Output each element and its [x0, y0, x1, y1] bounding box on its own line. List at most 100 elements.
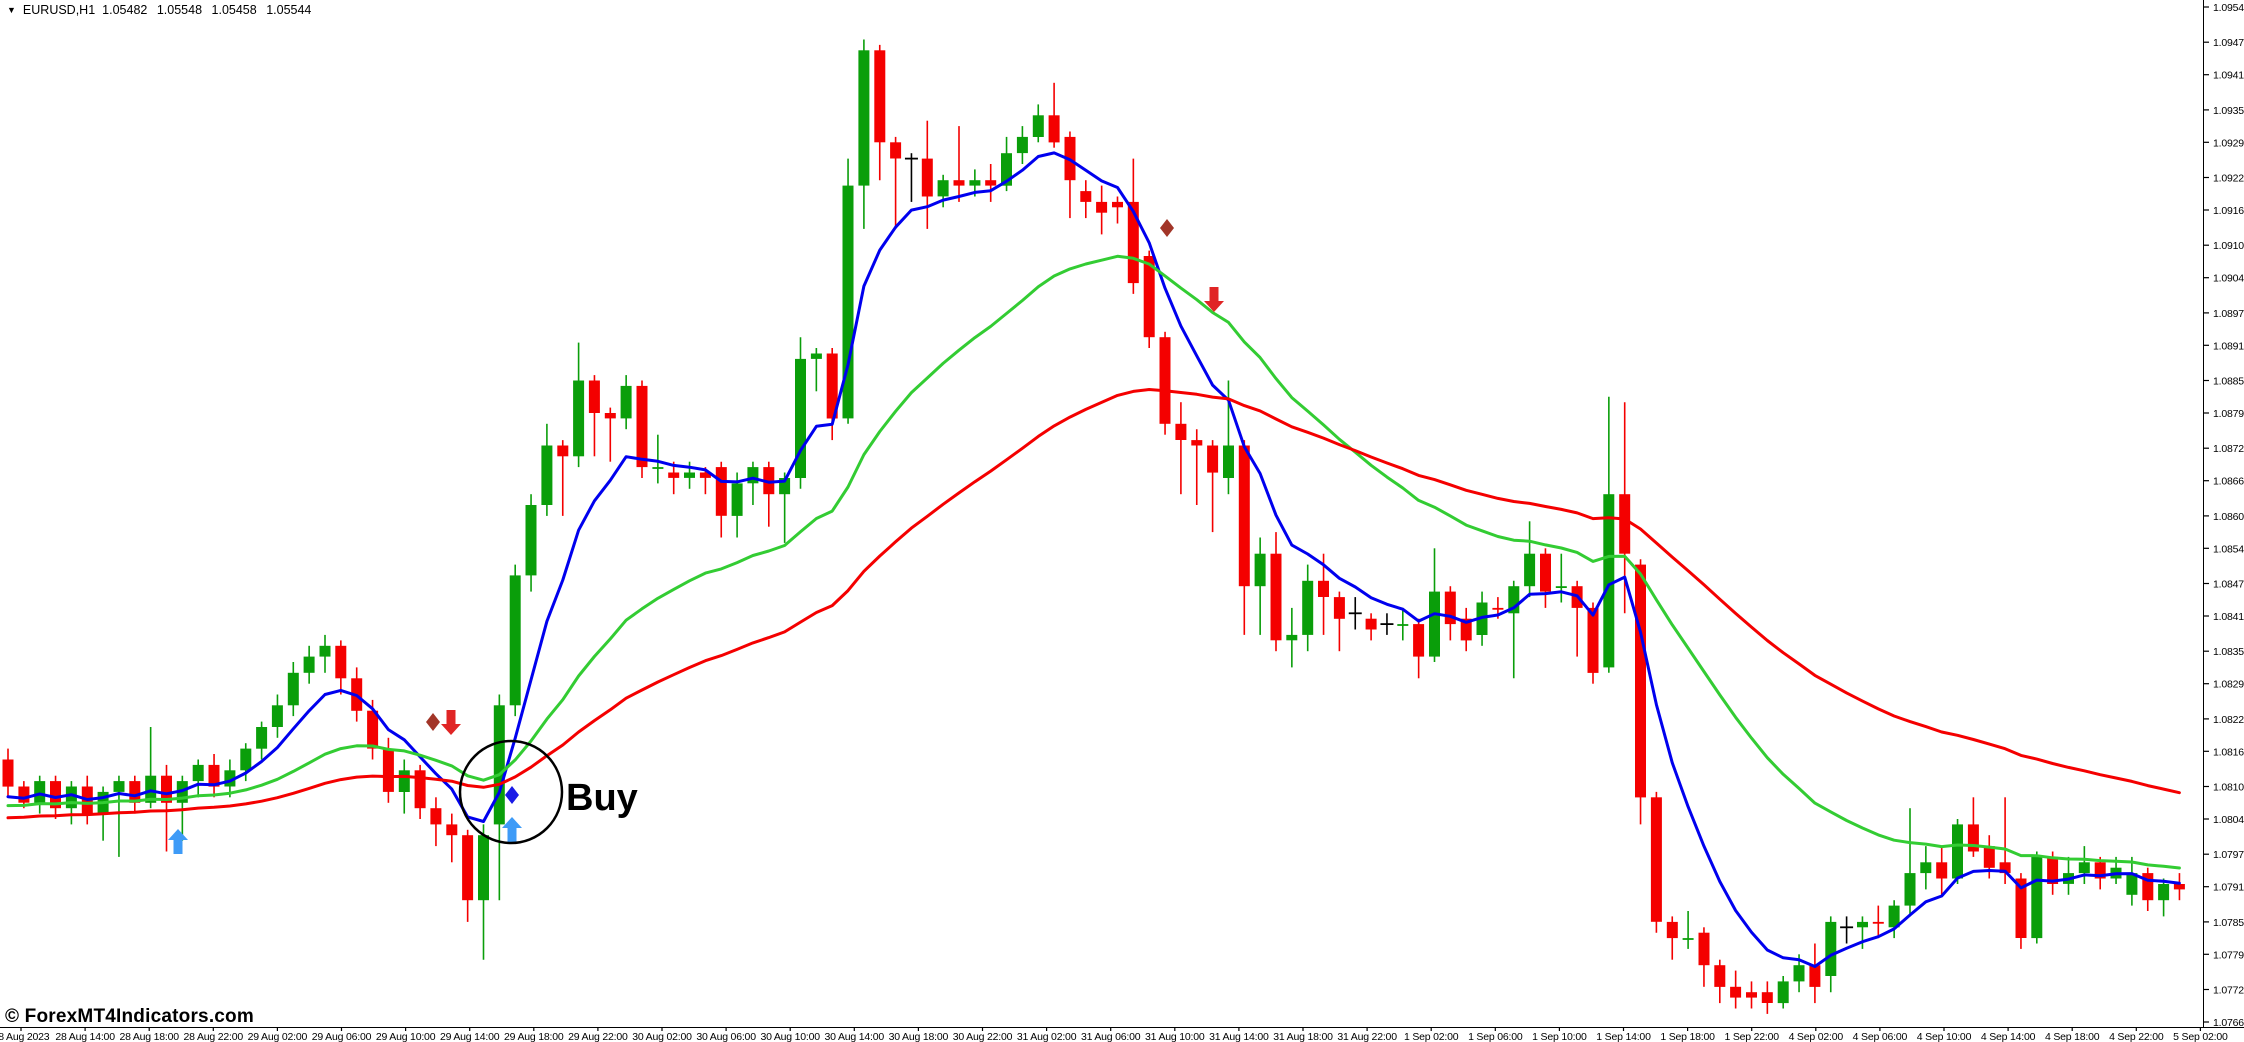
price-axis-label[interactable]: 1.07665: [2213, 1017, 2244, 1029]
candle-body: [335, 645, 347, 679]
candle-body: [1524, 553, 1536, 587]
candle-body: [826, 353, 838, 419]
candle-body: [1096, 201, 1108, 213]
quote-close: 1.05544: [266, 3, 312, 17]
time-axis-label[interactable]: 30 Aug 02:00: [632, 1031, 692, 1042]
symbol-dropdown-icon[interactable]: ▼: [7, 5, 16, 15]
time-axis-label[interactable]: 30 Aug 06:00: [696, 1031, 756, 1042]
quote-open: 1.05482: [102, 3, 148, 17]
candle-body: [1286, 634, 1298, 641]
time-axis-label[interactable]: 31 Aug 18:00: [1273, 1031, 1333, 1042]
price-axis-label[interactable]: 1.08975: [2213, 308, 2244, 320]
price-axis-label[interactable]: 1.08540: [2213, 543, 2244, 555]
candle-body: [1920, 862, 1932, 874]
candle-body: [1904, 873, 1916, 906]
candle-body: [1714, 965, 1726, 987]
time-axis-label[interactable]: 29 Aug 10:00: [376, 1031, 436, 1042]
candle-body: [1777, 981, 1789, 1004]
candle-body: [446, 824, 458, 836]
time-axis-label[interactable]: 29 Aug 14:00: [440, 1031, 500, 1042]
price-axis-label[interactable]: 1.09040: [2213, 273, 2244, 285]
time-axis-label[interactable]: 31 Aug 02:00: [1017, 1031, 1077, 1042]
time-axis-label[interactable]: 28 Aug 2023: [0, 1031, 50, 1042]
candle-body: [874, 50, 886, 143]
price-axis-label[interactable]: 1.08225: [2213, 714, 2244, 726]
price-axis-label[interactable]: 1.08850: [2213, 376, 2244, 388]
time-axis-label[interactable]: 30 Aug 10:00: [760, 1031, 820, 1042]
candle-body: [779, 478, 791, 495]
time-axis-label[interactable]: 31 Aug 22:00: [1337, 1031, 1397, 1042]
price-axis-label[interactable]: 1.09350: [2213, 105, 2244, 117]
price-axis-label[interactable]: 1.08790: [2213, 408, 2244, 420]
candle-body: [2094, 862, 2106, 879]
price-axis-label[interactable]: 1.08600: [2213, 511, 2244, 523]
time-axis-label[interactable]: 31 Aug 14:00: [1209, 1031, 1269, 1042]
time-axis-label[interactable]: 29 Aug 06:00: [312, 1031, 372, 1042]
time-axis-label[interactable]: 28 Aug 22:00: [184, 1031, 244, 1042]
price-axis-label[interactable]: 1.09540: [2213, 2, 2244, 14]
price-axis-label[interactable]: 1.07725: [2213, 985, 2244, 997]
price-axis-label[interactable]: 1.08290: [2213, 679, 2244, 691]
candle-body: [478, 835, 489, 901]
time-axis-label[interactable]: 5 Sep 02:00: [2173, 1031, 2228, 1042]
time-axis-label[interactable]: 4 Sep 06:00: [1853, 1031, 1908, 1042]
candle-body: [525, 505, 537, 576]
candle-body: [1587, 607, 1599, 673]
time-axis-label[interactable]: 31 Aug 10:00: [1145, 1031, 1205, 1042]
candle-body: [1429, 591, 1440, 657]
price-axis-label[interactable]: 1.07915: [2213, 882, 2244, 894]
time-axis-label[interactable]: 1 Sep 22:00: [1724, 1031, 1779, 1042]
price-axis-label[interactable]: 1.07790: [2213, 949, 2244, 961]
time-axis-label[interactable]: 28 Aug 14:00: [55, 1031, 115, 1042]
price-axis-label[interactable]: 1.08415: [2213, 611, 2244, 623]
down-arrow-marker: [441, 710, 461, 735]
time-axis-label[interactable]: 4 Sep 02:00: [1789, 1031, 1844, 1042]
price-axis-label[interactable]: 1.07975: [2213, 849, 2244, 861]
time-axis-label[interactable]: 28 Aug 18:00: [119, 1031, 179, 1042]
price-axis-label[interactable]: 1.08665: [2213, 476, 2244, 488]
price-axis-label[interactable]: 1.08165: [2213, 746, 2244, 758]
candle-body: [34, 781, 46, 803]
time-axis-label[interactable]: 1 Sep 06:00: [1468, 1031, 1523, 1042]
price-axis-label[interactable]: 1.08040: [2213, 814, 2244, 826]
time-axis-label[interactable]: 1 Sep 10:00: [1532, 1031, 1587, 1042]
time-axis-label[interactable]: 4 Sep 14:00: [1981, 1031, 2036, 1042]
price-axis-label[interactable]: 1.07850: [2213, 917, 2244, 929]
time-axis-label[interactable]: 1 Sep 18:00: [1660, 1031, 1715, 1042]
candle-body: [367, 710, 379, 749]
candle-body: [1127, 201, 1139, 284]
time-axis-label[interactable]: 30 Aug 18:00: [889, 1031, 949, 1042]
price-axis-label[interactable]: 1.08725: [2213, 443, 2244, 455]
time-axis-label[interactable]: 1 Sep 02:00: [1404, 1031, 1459, 1042]
price-axis-label[interactable]: 1.08475: [2213, 579, 2244, 591]
time-axis-label[interactable]: 4 Sep 10:00: [1917, 1031, 1972, 1042]
price-axis-label[interactable]: 1.09475: [2213, 37, 2244, 49]
candle-body: [763, 467, 775, 495]
price-axis-label[interactable]: 1.08350: [2213, 646, 2244, 658]
price-axis-label[interactable]: 1.08915: [2213, 340, 2244, 352]
price-axis-label[interactable]: 1.09290: [2213, 137, 2244, 149]
time-axis-label[interactable]: 30 Aug 14:00: [825, 1031, 885, 1042]
time-axis-label[interactable]: 29 Aug 22:00: [568, 1031, 628, 1042]
medium-ma-green: [6, 254, 2181, 870]
candle-body: [1444, 591, 1456, 625]
price-axis-label[interactable]: 1.09100: [2213, 240, 2244, 252]
candle-body: [858, 50, 870, 186]
sell-diamond-marker: [1160, 219, 1174, 237]
quote-high: 1.05548: [156, 3, 203, 17]
time-axis-label[interactable]: 1 Sep 14:00: [1596, 1031, 1651, 1042]
price-axis-label[interactable]: 1.09225: [2213, 173, 2244, 185]
time-axis-label[interactable]: 31 Aug 06:00: [1081, 1031, 1141, 1042]
time-axis-label[interactable]: 4 Sep 18:00: [2045, 1031, 2100, 1042]
price-axis-label[interactable]: 1.09165: [2213, 205, 2244, 217]
candle-body: [1872, 921, 1884, 924]
price-axis-label[interactable]: 1.08100: [2213, 782, 2244, 794]
time-axis-label[interactable]: 30 Aug 22:00: [953, 1031, 1013, 1042]
time-axis-label[interactable]: 29 Aug 02:00: [248, 1031, 308, 1042]
price-axis-label[interactable]: 1.09415: [2213, 70, 2244, 82]
time-axis-label[interactable]: 29 Aug 18:00: [504, 1031, 564, 1042]
candle-body: [1207, 445, 1219, 473]
time-axis-label[interactable]: 4 Sep 22:00: [2109, 1031, 2164, 1042]
candle-body: [1238, 445, 1250, 587]
